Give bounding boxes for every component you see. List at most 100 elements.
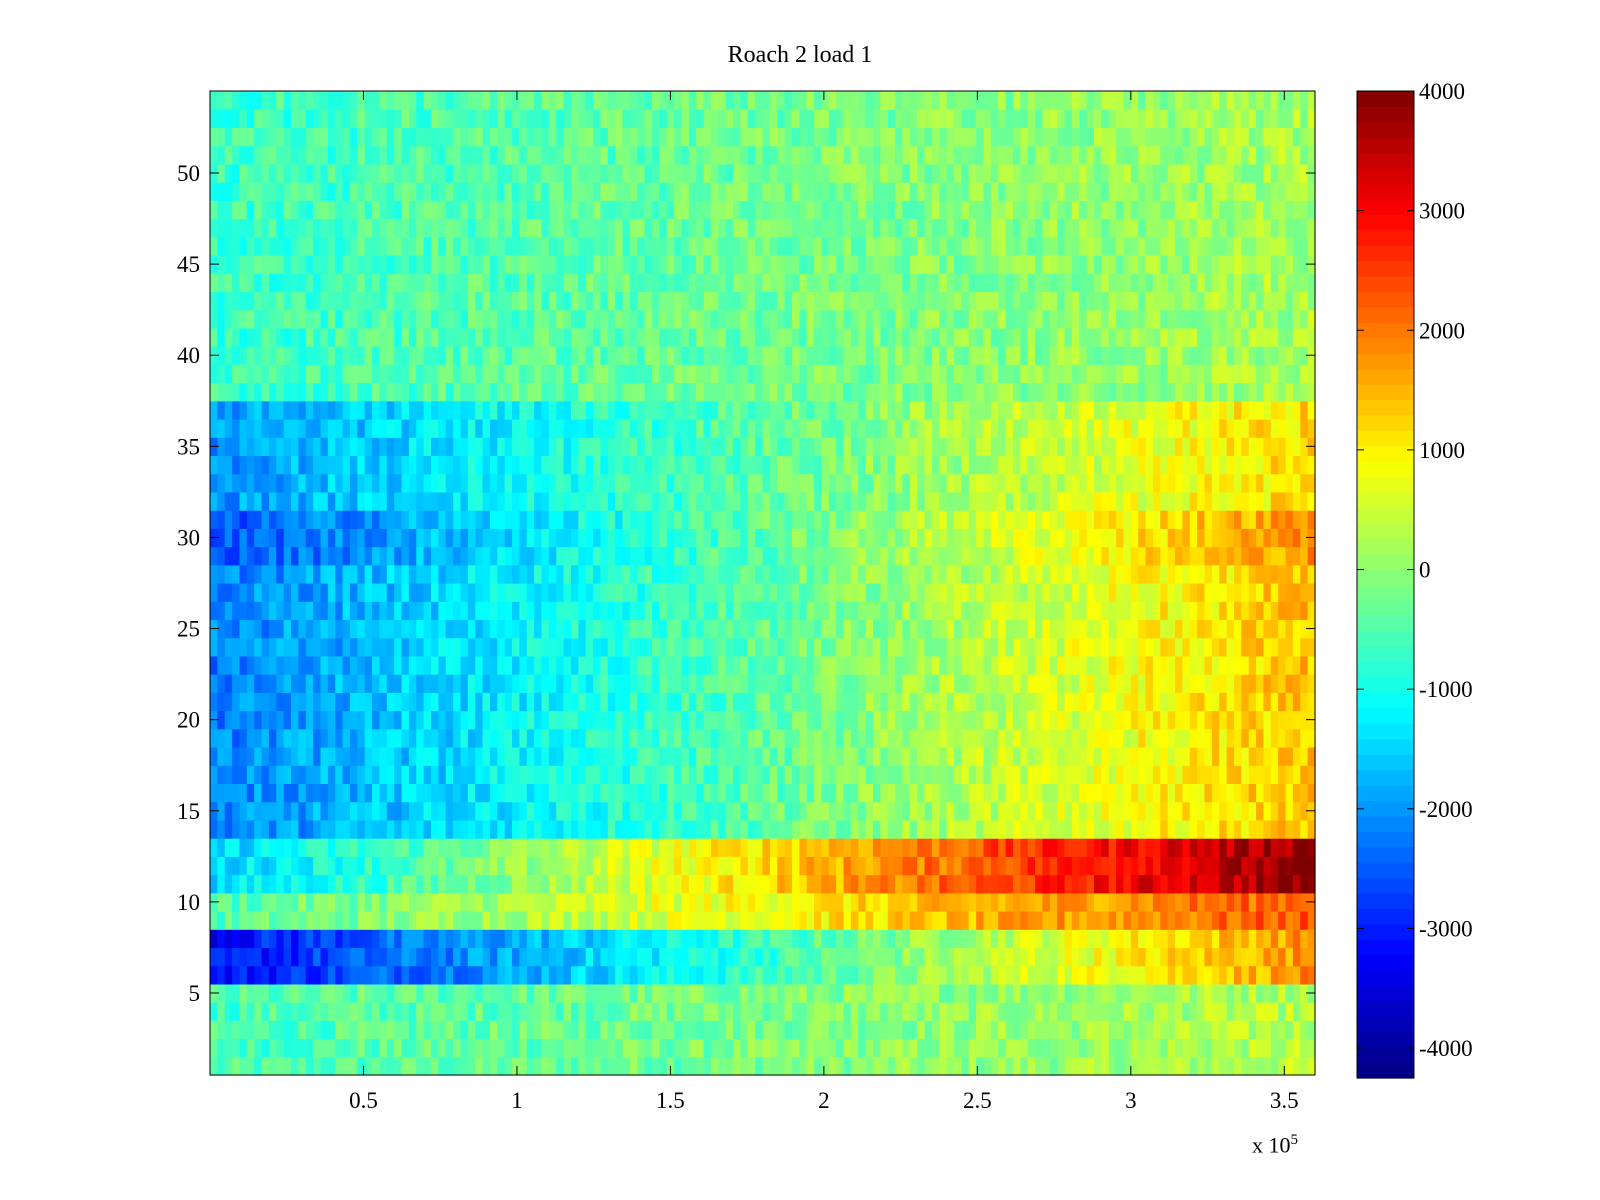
heatmap-cell xyxy=(261,911,270,930)
heatmap-cell xyxy=(666,655,675,675)
heatmap-cell xyxy=(1101,655,1110,675)
heatmap-cell xyxy=(762,983,771,1003)
heatmap-cell xyxy=(1189,856,1198,876)
heatmap-cell xyxy=(423,546,432,566)
heatmap-cell xyxy=(1211,728,1220,748)
heatmap-cell xyxy=(1197,728,1206,748)
heatmap-cell xyxy=(593,911,602,930)
heatmap-cell xyxy=(1145,619,1154,639)
heatmap-cell xyxy=(585,655,594,675)
heatmap-cell xyxy=(475,528,484,548)
heatmap-cell xyxy=(1012,674,1021,693)
heatmap-cell xyxy=(755,765,764,785)
heatmap-cell xyxy=(762,473,771,493)
heatmap-cell xyxy=(1071,692,1080,712)
heatmap-cell xyxy=(887,583,896,602)
heatmap-cell xyxy=(740,583,749,602)
heatmap-cell xyxy=(394,838,403,857)
heatmap-cell xyxy=(814,528,823,548)
heatmap-cell xyxy=(954,892,962,912)
heatmap-cell xyxy=(445,583,454,602)
heatmap-cell xyxy=(401,1038,410,1058)
heatmap-cell xyxy=(1278,838,1287,857)
heatmap-cell xyxy=(924,564,933,584)
heatmap-cell xyxy=(246,710,255,730)
heatmap-cell xyxy=(762,911,771,930)
heatmap-cell xyxy=(1270,564,1279,584)
heatmap-cell xyxy=(681,528,690,548)
heatmap-cell xyxy=(600,838,609,857)
heatmap-cell xyxy=(1197,783,1206,803)
heatmap-cell xyxy=(865,674,874,693)
heatmap-cell xyxy=(710,1038,719,1058)
heatmap-cell xyxy=(305,601,314,621)
heatmap-cell xyxy=(615,728,624,748)
heatmap-cell xyxy=(622,911,631,930)
heatmap-cell xyxy=(276,856,285,876)
heatmap-cell xyxy=(467,601,476,621)
heatmap-cell xyxy=(696,765,705,785)
heatmap-cell xyxy=(1035,728,1044,748)
heatmap-cell xyxy=(946,528,955,548)
heatmap-cell xyxy=(548,601,557,621)
heatmap-cell xyxy=(755,491,764,511)
heatmap-cell xyxy=(1012,1020,1021,1040)
heatmap-cell xyxy=(1123,892,1132,912)
heatmap-cell xyxy=(733,637,741,657)
heatmap-cell xyxy=(946,546,955,566)
heatmap-cell xyxy=(401,801,410,821)
heatmap-cell xyxy=(1226,801,1235,821)
heatmap-cell xyxy=(998,710,1007,730)
heatmap-cell xyxy=(1278,929,1287,949)
heatmap-cell xyxy=(1012,564,1021,584)
heatmap-cell xyxy=(674,1002,683,1021)
heatmap-cell xyxy=(1079,783,1088,803)
heatmap-cell xyxy=(865,965,874,985)
heatmap-cell xyxy=(865,911,874,930)
heatmap-cell xyxy=(563,983,572,1003)
heatmap-cell xyxy=(349,965,358,985)
heatmap-cell xyxy=(357,892,366,912)
heatmap-cell xyxy=(1285,965,1294,985)
heatmap-cell xyxy=(1094,783,1102,803)
heatmap-cell xyxy=(1071,564,1080,584)
heatmap-cell xyxy=(821,510,830,529)
heatmap-cell xyxy=(593,1056,602,1076)
heatmap-cell xyxy=(784,619,793,639)
heatmap-cell xyxy=(1226,491,1235,511)
heatmap-cell xyxy=(710,619,719,639)
heatmap-cell xyxy=(1086,473,1095,493)
heatmap-cell xyxy=(268,692,277,712)
heatmap-cell xyxy=(585,947,594,967)
heatmap-cell xyxy=(475,929,484,949)
heatmap-cell xyxy=(445,747,454,766)
heatmap-cell xyxy=(460,655,469,675)
heatmap-cell xyxy=(968,619,977,639)
heatmap-cell xyxy=(1219,747,1228,766)
heatmap-cell xyxy=(210,765,218,785)
heatmap-cell xyxy=(512,546,520,566)
heatmap-cell xyxy=(1108,655,1117,675)
heatmap-cell xyxy=(622,838,631,857)
heatmap-cell xyxy=(858,546,867,566)
heatmap-cell xyxy=(563,783,572,803)
heatmap-cell xyxy=(1005,491,1014,511)
heatmap-cell xyxy=(1270,491,1279,511)
heatmap-cell xyxy=(644,564,653,584)
heatmap-cell xyxy=(1204,601,1213,621)
heatmap-cell xyxy=(224,583,233,602)
heatmap-cell xyxy=(873,510,881,529)
heatmap-cell xyxy=(976,528,985,548)
heatmap-cell xyxy=(755,965,764,985)
heatmap-cell xyxy=(313,838,322,857)
heatmap-cell xyxy=(983,819,992,839)
heatmap-cell xyxy=(364,528,373,548)
heatmap-cell xyxy=(1270,819,1279,839)
heatmap-cell xyxy=(931,1038,940,1058)
heatmap-cell xyxy=(556,765,565,785)
heatmap-cell xyxy=(1079,892,1088,912)
heatmap-cell xyxy=(990,655,999,675)
heatmap-cell xyxy=(799,655,808,675)
heatmap-cell xyxy=(924,619,933,639)
heatmap-cell xyxy=(762,619,771,639)
